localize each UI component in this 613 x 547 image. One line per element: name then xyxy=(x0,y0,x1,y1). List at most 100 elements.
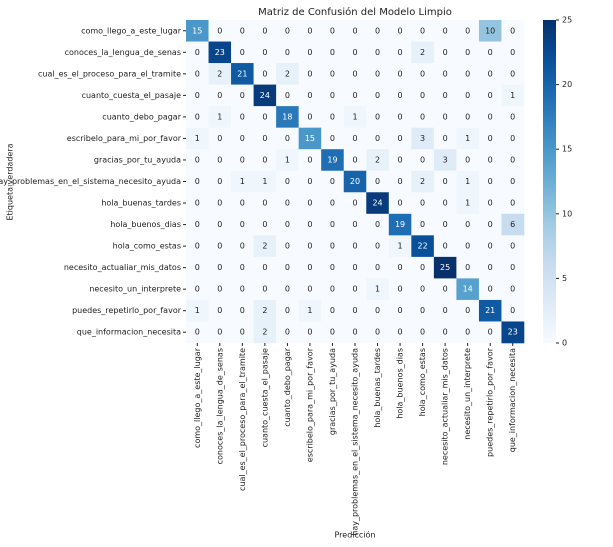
cell xyxy=(186,63,209,85)
cell xyxy=(231,20,254,42)
cell-label: 23 xyxy=(508,328,518,337)
cell-label: 0 xyxy=(240,112,245,121)
cell-label: 0 xyxy=(352,26,357,35)
cell xyxy=(231,192,254,215)
cell xyxy=(388,149,412,172)
cell xyxy=(411,299,435,322)
cell xyxy=(343,84,367,107)
cell-label: 0 xyxy=(465,155,470,164)
cell-label: 0 xyxy=(398,134,403,143)
colorbar-tick-label: 15 xyxy=(562,145,572,154)
x-tick-label: que_informacion_necesita xyxy=(508,348,517,452)
cell xyxy=(343,20,367,42)
cell-label: 0 xyxy=(262,134,267,143)
cell-label: 0 xyxy=(330,134,335,143)
x-tick-label: necesito_un_interprete xyxy=(463,348,472,440)
cell xyxy=(388,20,412,42)
cell-label: 0 xyxy=(510,242,515,251)
cell-label: 0 xyxy=(352,69,357,78)
x-tick-label: escribelo_para_mi_por_favor xyxy=(305,347,314,462)
cell-label: 0 xyxy=(488,220,493,229)
cell xyxy=(456,41,480,64)
cell-label: 0 xyxy=(330,48,335,57)
cell xyxy=(276,149,299,172)
cell-label: 0 xyxy=(352,220,357,229)
y-tick-label: como_llego_a_este_lugar xyxy=(81,26,182,35)
cell xyxy=(276,299,299,322)
cell-label: 1 xyxy=(375,285,380,294)
cell-label: 0 xyxy=(375,26,380,35)
cell-label: 0 xyxy=(352,328,357,337)
cell xyxy=(231,213,254,236)
cell-label: 0 xyxy=(195,155,200,164)
cell xyxy=(388,321,412,344)
x-tick-label: hola_buenas_tardes xyxy=(373,348,382,428)
cell-label: 0 xyxy=(443,306,448,315)
cell-label: 2 xyxy=(420,48,425,57)
cell-label: 0 xyxy=(420,69,425,78)
y-tick-label: gracias_por_tu_ayuda xyxy=(94,155,181,164)
x-tick-label: gracias_por_tu_ayuda xyxy=(328,348,337,435)
cell xyxy=(388,299,412,322)
cell xyxy=(208,41,232,64)
cell-label: 3 xyxy=(443,155,448,164)
cell xyxy=(276,235,299,258)
cell xyxy=(456,84,480,107)
cell-label: 0 xyxy=(420,155,425,164)
cell xyxy=(411,256,435,279)
cell-label: 0 xyxy=(262,199,267,208)
cell xyxy=(388,127,412,150)
cell xyxy=(388,256,412,279)
x-tick-label: cual_es_el_proceso_para_el_tramite xyxy=(238,348,247,491)
cell xyxy=(366,84,390,107)
cell xyxy=(186,256,209,279)
cell-label: 1 xyxy=(195,306,200,315)
cell-label: 2 xyxy=(420,177,425,186)
cell xyxy=(253,213,277,236)
cell-label: 0 xyxy=(217,285,222,294)
cell xyxy=(343,192,367,215)
cell xyxy=(456,192,480,215)
cell xyxy=(456,213,480,236)
cell-label: 0 xyxy=(398,263,403,272)
cell xyxy=(433,256,457,279)
cell xyxy=(208,170,232,193)
cell xyxy=(366,20,390,42)
cell-label: 0 xyxy=(195,285,200,294)
cell xyxy=(433,41,457,64)
cell-label: 0 xyxy=(465,91,470,100)
cell-label: 0 xyxy=(195,220,200,229)
cell xyxy=(501,127,525,150)
cell-label: 1 xyxy=(307,306,312,315)
cell xyxy=(343,321,367,344)
cell xyxy=(186,170,209,193)
cell-label: 0 xyxy=(465,48,470,57)
cell-label: 0 xyxy=(262,69,267,78)
cell xyxy=(388,213,412,236)
cell-label: 1 xyxy=(510,91,515,100)
cell-label: 0 xyxy=(443,91,448,100)
cell xyxy=(343,106,367,128)
cell xyxy=(366,41,390,64)
cell-label: 0 xyxy=(330,199,335,208)
cell-label: 0 xyxy=(488,242,493,251)
cell-label: 0 xyxy=(352,285,357,294)
cell xyxy=(253,63,277,85)
cell-label: 0 xyxy=(285,199,290,208)
cell-label: 0 xyxy=(375,134,380,143)
y-tick-label: cuanto_debo_pagar xyxy=(102,112,181,121)
cell-label: 0 xyxy=(330,220,335,229)
cell xyxy=(501,41,525,64)
cell-label: 0 xyxy=(375,306,380,315)
x-tick-label: puedes_repetirlo_por_favor xyxy=(486,347,495,457)
cell-label: 0 xyxy=(217,263,222,272)
cell xyxy=(276,106,299,128)
cell xyxy=(321,192,345,215)
cell xyxy=(501,321,525,344)
cell-label: 25 xyxy=(440,263,450,272)
cell-label: 0 xyxy=(330,328,335,337)
cell-label: 22 xyxy=(418,242,428,251)
cell xyxy=(433,235,457,258)
cell xyxy=(388,84,412,107)
cell xyxy=(366,127,390,150)
